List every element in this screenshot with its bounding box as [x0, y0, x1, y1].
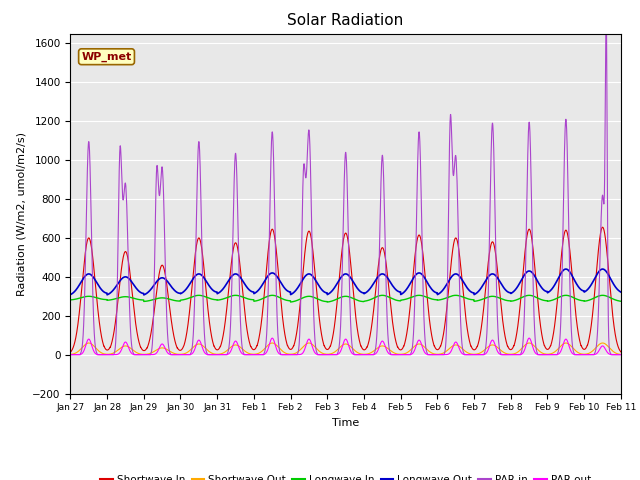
Longwave Out	[469, 290, 477, 296]
Shortwave Out	[67, 351, 74, 357]
PAR out	[166, 351, 173, 357]
Shortwave In	[166, 302, 173, 308]
Shortwave In	[438, 337, 446, 343]
Line: Longwave In: Longwave In	[70, 295, 621, 302]
Shortwave In	[325, 346, 333, 351]
Longwave In	[500, 297, 508, 303]
Shortwave Out	[617, 351, 625, 357]
Longwave Out	[617, 289, 625, 295]
Shortwave Out	[166, 348, 173, 354]
PAR out	[617, 352, 625, 358]
PAR out	[268, 335, 276, 341]
Line: PAR out: PAR out	[70, 338, 621, 355]
Longwave In	[287, 299, 294, 305]
Longwave In	[469, 297, 477, 302]
X-axis label: Time: Time	[332, 418, 359, 428]
PAR out	[500, 352, 508, 358]
Longwave In	[616, 298, 624, 304]
PAR in	[616, 352, 624, 358]
Shortwave In	[67, 349, 74, 355]
PAR out	[469, 352, 477, 358]
Line: Shortwave Out: Shortwave Out	[70, 343, 621, 354]
Shortwave In	[599, 224, 607, 230]
Longwave In	[439, 296, 447, 302]
PAR out	[67, 352, 74, 358]
Shortwave Out	[469, 351, 477, 357]
Longwave In	[617, 299, 625, 304]
Shortwave Out	[85, 340, 93, 346]
Text: WP_met: WP_met	[81, 51, 132, 62]
Longwave Out	[140, 292, 148, 298]
Shortwave Out	[616, 351, 624, 357]
Longwave Out	[562, 266, 570, 272]
PAR in	[67, 352, 74, 358]
PAR in	[469, 352, 477, 358]
Longwave Out	[438, 288, 446, 293]
Longwave Out	[325, 291, 333, 297]
Shortwave In	[500, 328, 508, 334]
Line: Shortwave In: Shortwave In	[70, 227, 621, 352]
PAR in	[325, 352, 333, 358]
Longwave Out	[166, 281, 173, 287]
PAR out	[438, 352, 446, 358]
PAR out	[325, 352, 333, 358]
Y-axis label: Radiation (W/m2, umol/m2/s): Radiation (W/m2, umol/m2/s)	[17, 132, 27, 296]
Longwave Out	[67, 292, 74, 298]
Longwave Out	[616, 289, 624, 295]
Longwave Out	[500, 286, 508, 291]
PAR in	[166, 348, 173, 354]
Shortwave Out	[438, 350, 446, 356]
Shortwave Out	[500, 350, 508, 356]
Line: Longwave Out: Longwave Out	[70, 269, 621, 295]
Shortwave Out	[325, 351, 333, 357]
PAR in	[602, 3, 610, 9]
Shortwave In	[469, 346, 477, 352]
Longwave In	[325, 299, 333, 305]
Title: Solar Radiation: Solar Radiation	[287, 13, 404, 28]
Longwave In	[67, 297, 74, 303]
PAR out	[616, 352, 624, 358]
PAR in	[500, 352, 508, 358]
Longwave In	[166, 296, 173, 302]
Shortwave In	[617, 349, 625, 355]
Shortwave In	[616, 348, 624, 354]
PAR in	[438, 352, 446, 358]
Line: PAR in: PAR in	[70, 6, 621, 355]
Longwave In	[195, 292, 203, 298]
Legend: Shortwave In, Shortwave Out, Longwave In, Longwave Out, PAR in, PAR out: Shortwave In, Shortwave Out, Longwave In…	[96, 471, 595, 480]
PAR in	[617, 352, 625, 358]
